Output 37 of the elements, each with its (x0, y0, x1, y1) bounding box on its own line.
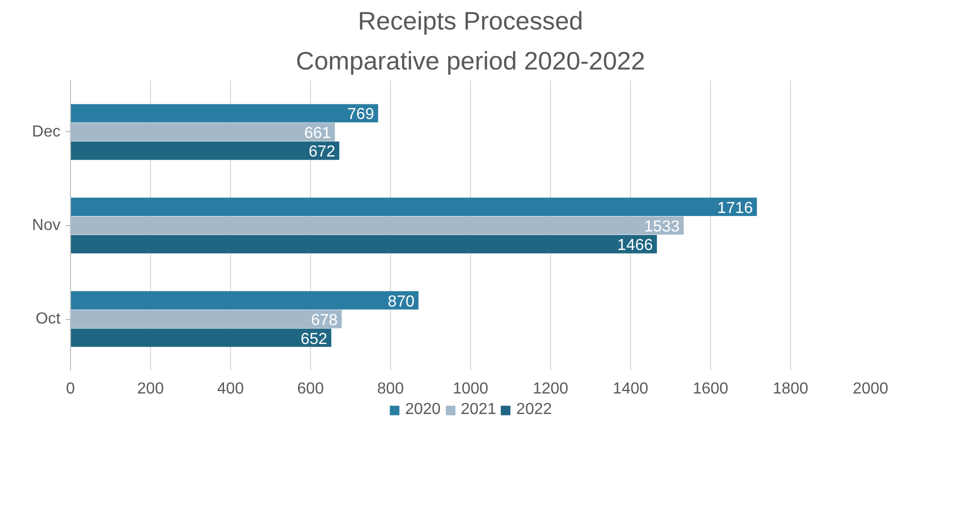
x-tick-label: 1000 (452, 380, 488, 398)
bar (70, 198, 757, 216)
data-label: 652 (300, 330, 328, 348)
data-label: 678 (311, 312, 338, 330)
legend-label: 2020 (405, 401, 441, 419)
chart-subtitle: Comparative period 2020-2022 (296, 48, 646, 76)
bar (70, 291, 418, 310)
data-label: 672 (308, 144, 336, 161)
bar (70, 104, 378, 122)
y-tick-label: Oct (36, 310, 62, 328)
x-tick-label: 800 (377, 380, 404, 398)
bar (70, 216, 684, 235)
legend-label: 2022 (516, 401, 552, 419)
bar (70, 310, 342, 328)
y-tick-label: Nov (32, 217, 60, 234)
y-tick-label: Dec (32, 123, 60, 140)
x-tick-label: 1800 (772, 380, 808, 398)
x-tick-label: 1600 (692, 380, 728, 398)
bar (70, 235, 657, 254)
bar (70, 122, 335, 142)
x-tick-label: 600 (297, 380, 324, 398)
data-label: 1466 (617, 237, 653, 254)
x-tick-label: 0 (66, 380, 76, 398)
bar (70, 141, 340, 160)
chart-title: Receipts Processed (358, 8, 584, 36)
x-tick-label: 400 (217, 380, 244, 398)
bar (70, 328, 332, 347)
x-tick-label: 1400 (612, 380, 648, 398)
data-label: 1533 (644, 218, 680, 236)
data-label: 661 (304, 124, 331, 142)
x-tick-label: 1200 (532, 380, 568, 398)
legend-label: 2021 (460, 401, 496, 419)
data-label: 769 (347, 106, 374, 124)
data-label: 870 (388, 293, 415, 310)
x-tick-label: 2000 (852, 380, 888, 398)
data-label: 1716 (717, 200, 753, 217)
x-tick-label: 200 (137, 380, 164, 398)
